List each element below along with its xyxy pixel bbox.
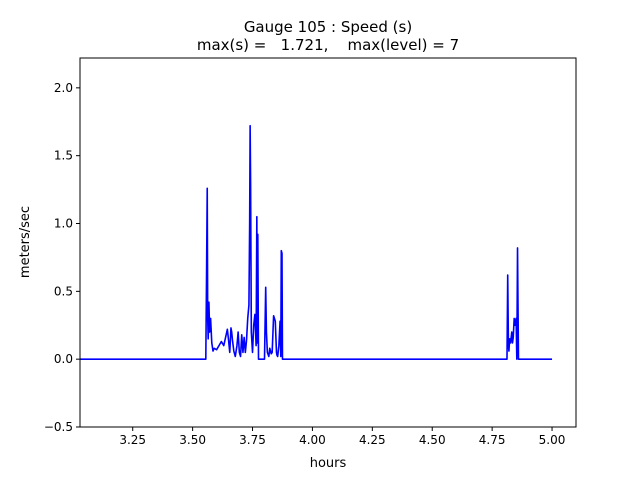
x-tick-label: 3.25 [119, 433, 146, 447]
x-tick-label: 4.25 [359, 433, 386, 447]
y-axis-label: meters/sec [18, 206, 33, 278]
x-tick-label: 4.00 [299, 433, 326, 447]
x-tick-label: 4.75 [479, 433, 506, 447]
plot-frame [79, 57, 577, 428]
y-tick-label: 1.5 [54, 149, 73, 163]
speed-series-line [80, 124, 553, 360]
y-tick-label: 0.5 [54, 284, 73, 298]
x-tick-label: 4.50 [419, 433, 446, 447]
series-layer [80, 124, 553, 360]
y-tick-label: 0.0 [54, 352, 73, 366]
x-tick-label: 3.50 [179, 433, 206, 447]
x-tick-label: 3.75 [239, 433, 266, 447]
y-tick-label: 2.0 [54, 81, 73, 95]
y-tick-label: 1.0 [54, 217, 73, 231]
y-tick-label: −0.5 [44, 420, 73, 434]
chart-title-line2: max(s) = 1.721, max(level) = 7 [197, 36, 459, 54]
x-axis-label: hours [310, 456, 347, 471]
x-tick-label: 5.00 [539, 433, 566, 447]
x-axis: 3.25 3.50 3.75 4.00 4.25 4.50 4.75 5.00 [119, 427, 565, 447]
y-axis: −0.5 0.0 0.5 1.0 1.5 2.0 [44, 81, 80, 434]
chart-title-line1: Gauge 105 : Speed (s) [244, 18, 412, 36]
